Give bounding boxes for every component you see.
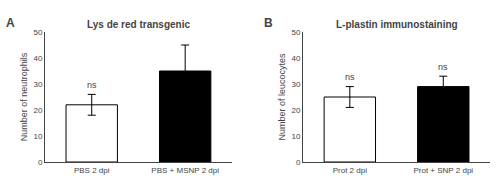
svg-text:10: 10 <box>292 132 301 141</box>
svg-text:40: 40 <box>292 54 301 63</box>
svg-text:PBS 2 dpi: PBS 2 dpi <box>74 166 110 175</box>
svg-text:40: 40 <box>33 54 42 63</box>
svg-text:Number of neutrophils: Number of neutrophils <box>19 52 29 141</box>
svg-text:Prot + SNP 2 dpi: Prot + SNP 2 dpi <box>413 166 473 175</box>
svg-text:Prot 2 dpi: Prot 2 dpi <box>333 166 367 175</box>
svg-text:20: 20 <box>292 106 301 115</box>
svg-text:B: B <box>264 16 273 30</box>
svg-text:PBS + MSNP 2 dpi: PBS + MSNP 2 dpi <box>151 166 219 175</box>
svg-text:20: 20 <box>33 106 42 115</box>
svg-text:30: 30 <box>292 80 301 89</box>
svg-text:Number of leucocytes: Number of leucocytes <box>277 53 287 141</box>
svg-text:10: 10 <box>33 132 42 141</box>
svg-text:0: 0 <box>296 158 301 167</box>
svg-text:ns: ns <box>438 62 448 72</box>
svg-text:50: 50 <box>33 28 42 37</box>
svg-text:ns: ns <box>87 80 97 90</box>
svg-text:30: 30 <box>33 80 42 89</box>
svg-text:L-plastin immunostaining: L-plastin immunostaining <box>336 19 458 30</box>
svg-text:0: 0 <box>38 158 43 167</box>
svg-text:ns: ns <box>345 72 355 82</box>
svg-text:A: A <box>6 16 15 30</box>
svg-text:Lys de red transgenic: Lys de red transgenic <box>87 19 190 30</box>
svg-text:50: 50 <box>292 28 301 37</box>
